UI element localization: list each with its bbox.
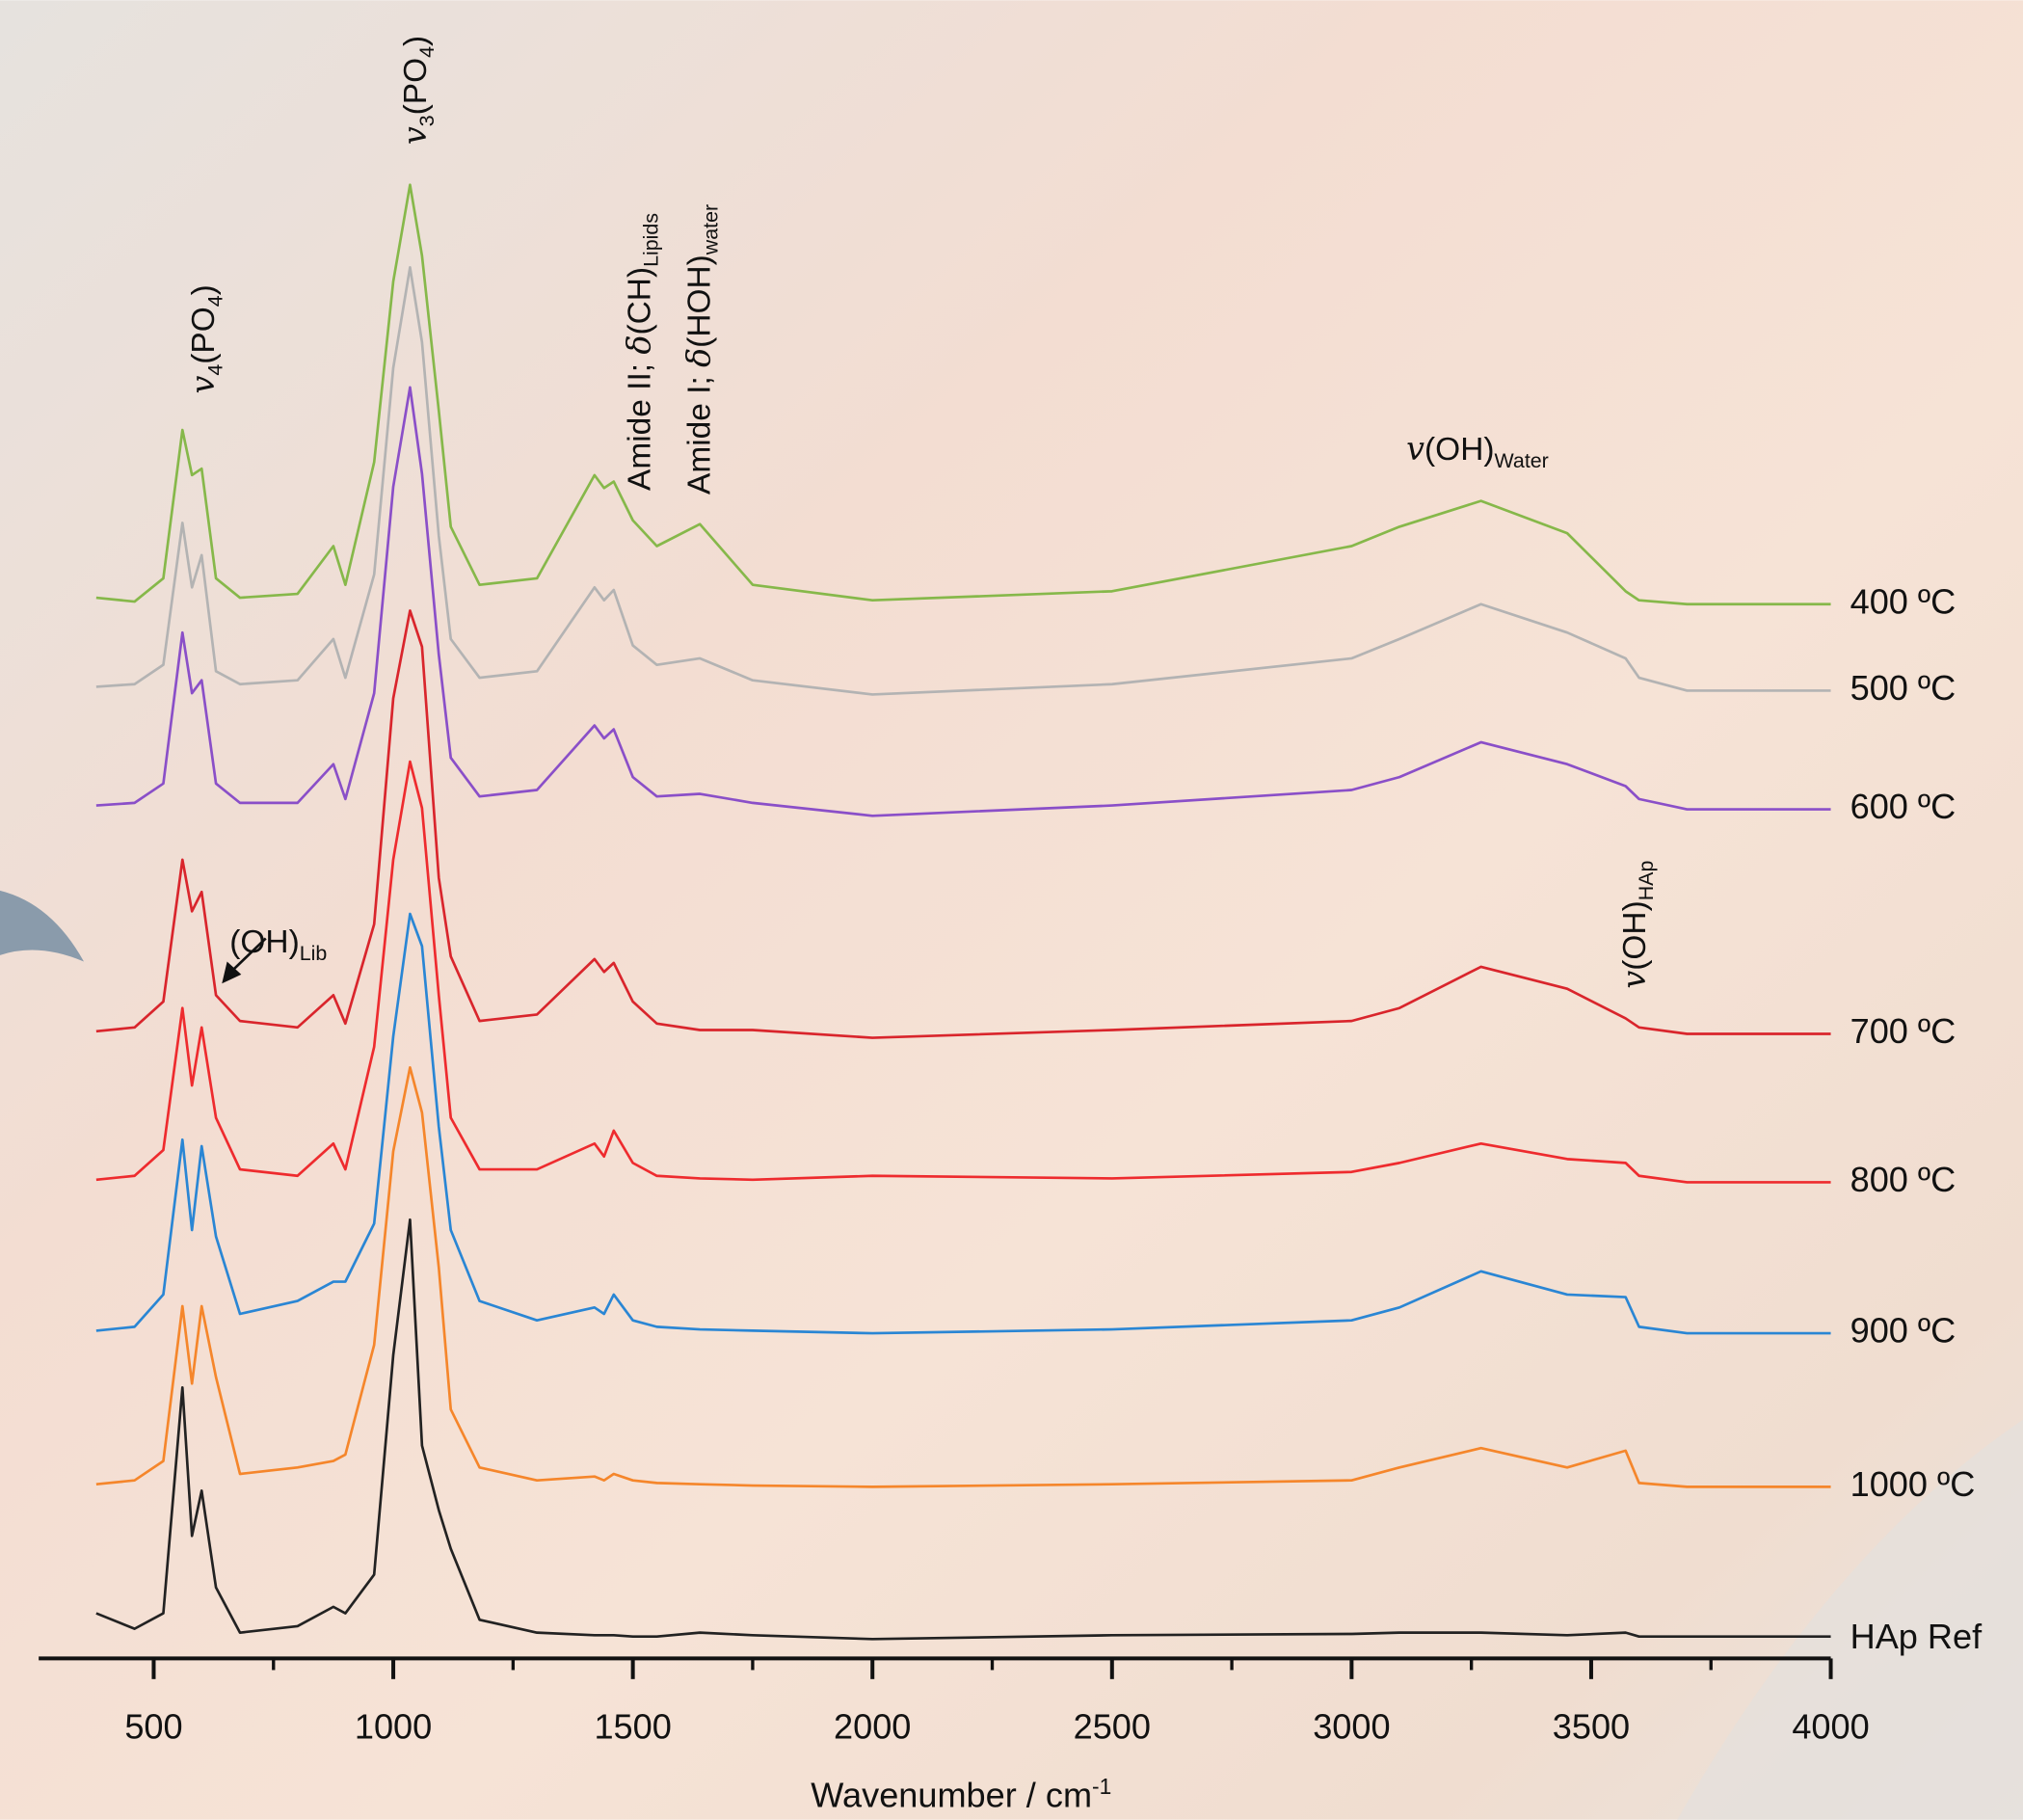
annotation-part: (OH)	[229, 924, 299, 960]
annotation-part: HAp	[1635, 861, 1658, 901]
series-label: 1000 ºC	[1850, 1464, 1976, 1504]
annotation-part: )	[186, 284, 222, 295]
series-label: 500 ºC	[1850, 668, 1956, 708]
annotation-part: v	[1406, 430, 1424, 468]
x-tick-label: 500	[124, 1706, 182, 1746]
annotation-part: Water	[1495, 449, 1549, 472]
annotation-part: δ	[679, 348, 717, 367]
annotation-part: 4	[203, 295, 226, 307]
annotation-part: Amide II;	[623, 355, 658, 491]
background	[0, 0, 2023, 1819]
series-label: 800 ºC	[1850, 1160, 1956, 1199]
x-tick-label: 2500	[1074, 1706, 1151, 1746]
annotation-part: δ	[621, 335, 658, 355]
annotation-part: (OH)	[1617, 900, 1653, 970]
annotation-part: 4	[415, 46, 439, 58]
x-tick-label: 4000	[1792, 1706, 1869, 1746]
x-tick-label: 1500	[594, 1706, 671, 1746]
chart: 500 1000 1500 2000 2500 3000 3500 4000 400 ºC 500…	[0, 0, 2023, 1820]
annotation-part: Amide I;	[681, 367, 717, 495]
annotation-part: (HOH)	[681, 254, 717, 348]
annotation-part: 4	[203, 364, 226, 376]
x-tick-label: 3500	[1553, 1706, 1630, 1746]
series-label: HAp Ref	[1850, 1617, 1983, 1656]
x-axis-label: Wavenumber / cm-1	[811, 1774, 1111, 1814]
x-tick-label: 2000	[834, 1706, 911, 1746]
annotation-part: Lib	[300, 942, 328, 965]
annotation-part: v	[1615, 971, 1653, 989]
annotation-part: (PO	[186, 307, 222, 363]
annotation-part: Lipids	[640, 213, 663, 267]
series-label: 400 ºC	[1850, 581, 1956, 621]
annotation-part: (OH)	[1424, 432, 1494, 468]
annotation-part: v	[396, 126, 434, 145]
x-tick-label: 1000	[355, 1706, 432, 1746]
annotation-part: 3	[415, 115, 439, 126]
axis-label-part: Wavenumber / cm	[811, 1775, 1092, 1814]
series-label: 700 ºC	[1850, 1011, 1956, 1051]
annotation-part: (PO	[398, 58, 434, 115]
axis-label-part: -1	[1092, 1774, 1111, 1799]
series-label: 600 ºC	[1850, 787, 1956, 826]
series-label: 900 ºC	[1850, 1311, 1956, 1351]
annotation-part: water	[699, 204, 722, 255]
annotation-part: (CH)	[623, 267, 658, 335]
annotation-part: )	[398, 36, 434, 46]
annotation-part: v	[184, 376, 222, 394]
x-tick-label: 3000	[1313, 1706, 1390, 1746]
